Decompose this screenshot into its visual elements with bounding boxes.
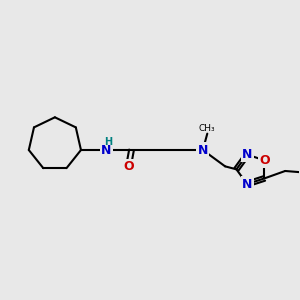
Text: O: O	[259, 154, 270, 167]
Text: N: N	[198, 143, 208, 157]
Text: N: N	[101, 143, 111, 157]
Text: H: H	[104, 137, 112, 147]
Text: O: O	[123, 160, 134, 173]
Text: N: N	[242, 148, 252, 161]
Text: CH₃: CH₃	[199, 124, 216, 133]
Text: N: N	[242, 178, 252, 190]
